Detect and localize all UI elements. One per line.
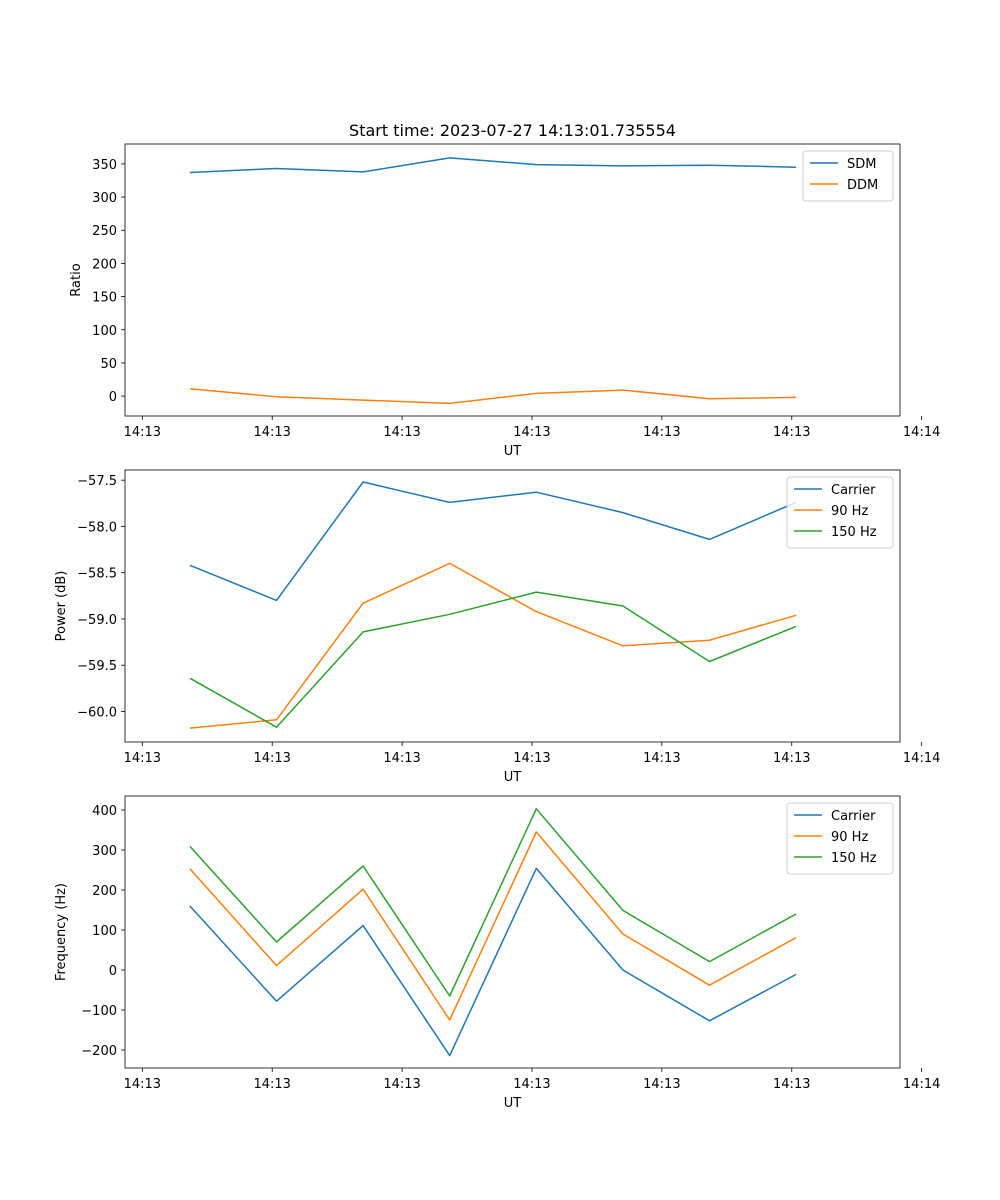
x-tick-label: 14:13 (643, 751, 680, 766)
y-tick-label: 0 (109, 964, 117, 979)
x-tick-label: 14:14 (903, 1077, 940, 1092)
y-tick-label: −200 (81, 1044, 117, 1059)
x-axis-label: UT (504, 1096, 522, 1111)
chart-title: Start time: 2023-07-27 14:13:01.735554 (349, 121, 676, 140)
y-tick-label: −59.0 (77, 613, 117, 628)
legend-entry: Carrier (831, 809, 876, 824)
legend-entry: DDM (847, 178, 878, 193)
series-line-sdm (189, 157, 797, 174)
series-line-90-hz (189, 831, 797, 1021)
y-tick-label: −59.5 (77, 659, 117, 674)
x-tick-label: 14:13 (124, 751, 161, 766)
y-tick-label: −100 (81, 1004, 117, 1019)
y-axis-label: Power (dB) (54, 571, 69, 642)
x-tick-label: 14:13 (513, 751, 550, 766)
y-tick-label: 50 (100, 357, 117, 372)
y-tick-label: 300 (92, 844, 117, 859)
y-tick-label: 350 (92, 158, 117, 173)
y-tick-label: −57.5 (77, 474, 117, 489)
series-line-carrier (189, 481, 797, 602)
legend-entry: 90 Hz (831, 830, 868, 845)
y-tick-label: −58.5 (77, 567, 117, 582)
series-line-90-hz (189, 562, 797, 729)
legend: Carrier 90 Hz 150 Hz (786, 802, 894, 875)
x-tick-label: 14:13 (124, 425, 161, 440)
x-tick-label: 14:13 (383, 1077, 420, 1092)
legend: SDM DDM (802, 150, 894, 202)
y-tick-label: 400 (92, 804, 117, 819)
legend-entry: 150 Hz (831, 851, 877, 866)
x-tick-label: 14:13 (513, 425, 550, 440)
legend-entry: 90 Hz (831, 504, 868, 519)
chart-panel-1: Start time: 2023-07-27 14:13:01.735554 14… (69, 121, 940, 459)
x-tick-label: 14:13 (643, 1077, 680, 1092)
legend-entry: SDM (847, 157, 876, 172)
x-axis-label: UT (504, 770, 522, 785)
x-tick-label: 14:13 (773, 425, 810, 440)
y-tick-label: 100 (92, 924, 117, 939)
series-line-150-hz (189, 808, 797, 997)
y-tick-label: 200 (92, 257, 117, 272)
y-tick-label: 100 (92, 324, 117, 339)
legend: Carrier 90 Hz 150 Hz (786, 476, 894, 549)
y-axis-label: Frequency (Hz) (54, 883, 69, 981)
series-line-ddm (189, 388, 797, 405)
x-tick-label: 14:14 (903, 751, 940, 766)
x-axis-label: UT (504, 444, 522, 459)
x-tick-label: 14:13 (643, 425, 680, 440)
series-line-carrier (189, 867, 797, 1057)
plot-frame (124, 469, 901, 743)
y-tick-label: −58.0 (77, 520, 117, 535)
x-tick-label: 14:14 (903, 425, 940, 440)
y-tick-label: 200 (92, 884, 117, 899)
legend-entry: Carrier (831, 483, 876, 498)
y-axis-label: Ratio (69, 263, 84, 296)
chart-panel-3: 14:13 14:13 14:13 14:13 14:13 14:13 14:14 −200 −… (54, 795, 940, 1111)
y-tick-label: 0 (109, 390, 117, 405)
legend-entry: 150 Hz (831, 525, 877, 540)
plot-frame (124, 143, 901, 417)
x-tick-label: 14:13 (513, 1077, 550, 1092)
series-line-150-hz (189, 591, 797, 728)
x-tick-label: 14:13 (773, 1077, 810, 1092)
x-tick-label: 14:13 (253, 425, 290, 440)
x-tick-label: 14:13 (383, 751, 420, 766)
y-tick-label: 250 (92, 224, 117, 239)
y-tick-label: 150 (92, 291, 117, 306)
x-tick-label: 14:13 (253, 751, 290, 766)
chart-panel-2: 14:13 14:13 14:13 14:13 14:13 14:13 14:14 −60.0… (54, 469, 940, 785)
x-tick-label: 14:13 (773, 751, 810, 766)
y-tick-label: −60.0 (77, 705, 117, 720)
x-tick-label: 14:13 (383, 425, 420, 440)
plot-frame (124, 795, 901, 1069)
y-tick-label: 300 (92, 191, 117, 206)
x-tick-label: 14:13 (124, 1077, 161, 1092)
x-tick-label: 14:13 (253, 1077, 290, 1092)
